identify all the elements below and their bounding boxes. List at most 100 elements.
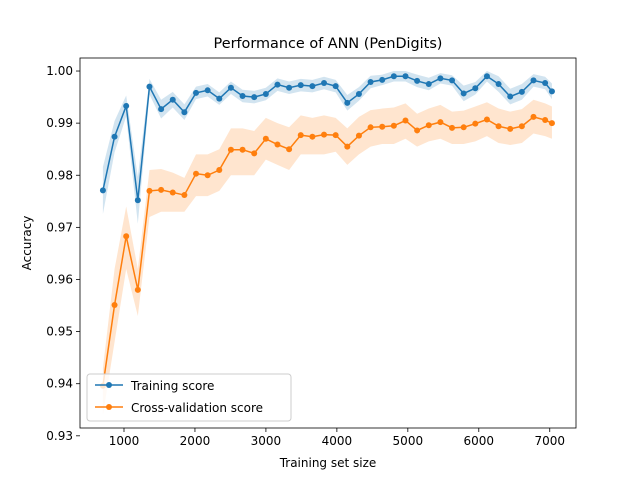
chart-title: Performance of ANN (PenDigits)	[214, 36, 443, 52]
legend-box	[86, 373, 292, 422]
training-score-point	[449, 77, 456, 84]
y-tick-label: 0.98	[46, 168, 73, 182]
y-tick-label: 0.94	[46, 377, 73, 391]
cv-score-point	[548, 120, 555, 127]
cv-score-point	[530, 113, 537, 120]
cv-score-point	[379, 123, 386, 130]
cv-score-point	[355, 132, 362, 139]
y-tick-label: 0.99	[46, 116, 73, 130]
cv-score-point	[274, 141, 281, 148]
legend-label-training: Training score	[130, 379, 214, 393]
x-tick-label: 5000	[393, 434, 424, 448]
cv-score-point	[251, 150, 258, 157]
cv-score-point	[227, 146, 234, 153]
cv-score-point	[518, 123, 525, 130]
training-score-point	[309, 83, 316, 90]
cv-score-point	[297, 132, 304, 139]
training-score-point	[367, 78, 374, 85]
training-score-point	[425, 81, 432, 88]
cv-score-point	[390, 122, 397, 129]
cv-score-point	[542, 117, 549, 124]
y-tick-label: 0.96	[46, 272, 73, 286]
legend-label-cv: Cross-validation score	[131, 401, 263, 415]
training-score-point	[134, 197, 141, 204]
cv-score-point	[367, 124, 374, 131]
training-score-point	[216, 95, 223, 102]
training-score-point	[518, 88, 525, 95]
training-score-point	[332, 83, 339, 90]
training-score-point	[204, 87, 211, 94]
cv-score-point	[169, 189, 176, 196]
cv-score-band	[102, 99, 552, 415]
training-score-line	[102, 75, 553, 201]
legend: Training score Cross-validation score	[86, 373, 292, 422]
cv-score-point	[204, 172, 211, 179]
training-score-point	[483, 73, 490, 80]
legend-marker-training	[106, 382, 112, 388]
training-score-point	[542, 80, 549, 87]
cv-score-point	[425, 122, 432, 129]
x-tick-label: 6000	[464, 434, 495, 448]
training-score-point	[548, 88, 555, 95]
cv-score-point	[483, 116, 490, 123]
x-tick-label: 1000	[109, 434, 140, 448]
x-tick-label: 7000	[534, 434, 565, 448]
training-score-point	[158, 106, 165, 113]
training-score-point	[495, 81, 502, 88]
cv-score-point	[414, 127, 421, 134]
plot-area	[99, 71, 555, 415]
y-tick-label: 0.97	[46, 220, 73, 234]
training-score-point	[181, 109, 188, 116]
training-score-point	[146, 83, 153, 90]
training-score-point	[507, 93, 514, 100]
cv-score-point	[344, 143, 351, 150]
training-score-point	[297, 82, 304, 89]
legend-marker-cv	[106, 404, 112, 410]
cv-score-line	[102, 116, 553, 386]
x-axis-label: Training set size	[279, 456, 377, 470]
y-tick-label: 0.93	[46, 429, 73, 443]
cv-score-point	[181, 192, 188, 199]
training-score-point	[321, 80, 328, 87]
series-markers	[99, 73, 555, 389]
cv-score-point	[332, 132, 339, 139]
cv-score-point	[134, 286, 141, 293]
x-tick-label: 2000	[180, 434, 211, 448]
x-tick-label: 4000	[322, 434, 353, 448]
y-tick-label: 0.95	[46, 325, 73, 339]
confidence-bands	[102, 71, 552, 415]
x-axis-ticks: 1000 2000 3000 4000 5000 6000 7000	[109, 428, 565, 448]
training-score-point	[274, 81, 281, 88]
cv-score-point	[507, 125, 514, 132]
training-score-point	[530, 77, 537, 84]
training-score-point	[169, 96, 176, 103]
cv-score-point	[495, 123, 502, 130]
training-score-point	[227, 84, 234, 91]
cv-score-point	[158, 186, 165, 193]
axes-frame	[79, 57, 577, 429]
training-score-point	[355, 90, 362, 97]
cv-score-point	[472, 120, 479, 127]
training-score-point	[414, 77, 421, 84]
training-score-band	[102, 71, 552, 224]
training-score-point	[472, 85, 479, 92]
training-score-point	[99, 187, 106, 194]
training-score-point	[379, 76, 386, 83]
training-score-point	[402, 73, 409, 80]
cv-score-point	[239, 146, 246, 153]
training-score-point	[262, 90, 269, 97]
training-score-point	[437, 75, 444, 82]
y-tick-label: 1.00	[46, 64, 73, 78]
training-score-point	[460, 90, 467, 97]
series-lines	[102, 75, 553, 386]
cv-score-point	[460, 124, 467, 131]
cv-score-point	[286, 146, 293, 153]
y-axis-ticks: 0.93 0.94 0.95 0.96 0.97 0.98 0.99 1.00	[46, 64, 80, 443]
cv-score-point	[437, 119, 444, 126]
cv-score-point	[449, 124, 456, 131]
training-score-point	[111, 133, 118, 140]
training-score-point	[251, 94, 258, 101]
training-score-point	[344, 99, 351, 106]
cv-score-point	[123, 233, 130, 240]
